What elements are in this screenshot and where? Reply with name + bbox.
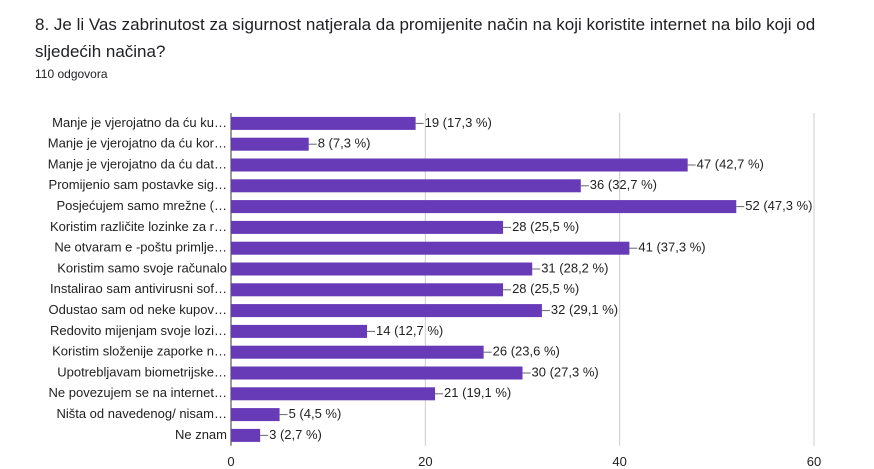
bar — [231, 158, 688, 172]
value-label: 5 (4,5 %) — [289, 406, 342, 421]
y-tick-label: Instalirao sam antivirusni sof… — [50, 281, 227, 296]
y-tick-label: Koristim samo svoje računalo — [57, 260, 227, 275]
y-tick-label: Koristim različite lozinke za r… — [50, 219, 227, 234]
y-tick-label: Manje je vjerojatno da ću dat… — [48, 156, 227, 171]
bar — [231, 179, 581, 193]
y-tick-label: Redovito mijenjam svoje lozi… — [50, 323, 227, 338]
bar — [231, 324, 368, 338]
bar — [231, 241, 630, 255]
value-label: 31 (28,2 %) — [541, 260, 608, 275]
bar — [231, 366, 523, 380]
bar — [231, 387, 436, 401]
x-tick-label: 60 — [807, 454, 821, 469]
y-tick-label: Manje je vjerojatno da ću kor… — [48, 136, 227, 151]
value-label: 19 (17,3 %) — [425, 115, 492, 130]
y-tick-label: Ništa od navedenog/ nisam… — [56, 406, 227, 421]
y-tick-label: Ne otvaram e -poštu primlje… — [54, 240, 227, 255]
y-tick-label: Ne povezujem se na internet… — [49, 385, 227, 400]
value-label: 30 (27,3 %) — [532, 364, 599, 379]
y-tick-label: Posjećujem samo mrežne (… — [57, 198, 228, 213]
value-label: 28 (25,5 %) — [512, 281, 579, 296]
bar — [231, 262, 533, 276]
x-tick-label: 0 — [227, 454, 234, 469]
y-tick-label: Ne znam — [175, 427, 227, 442]
value-label: 14 (12,7 %) — [376, 323, 443, 338]
bar — [231, 200, 737, 214]
value-label: 41 (37,3 %) — [638, 240, 705, 255]
value-label: 21 (19,1 %) — [444, 385, 511, 400]
y-tick-label: Koristim složenije zaporke n… — [52, 344, 227, 359]
x-tick-label: 20 — [418, 454, 432, 469]
value-label: 36 (32,7 %) — [590, 177, 657, 192]
bar — [231, 304, 542, 318]
bar — [231, 428, 261, 442]
y-tick-label: Upotrebljavam biometrijske… — [57, 364, 227, 379]
bar — [231, 345, 484, 359]
y-tick-label: Manje je vjerojatno da ću ku… — [52, 115, 227, 130]
chart-title: 8. Je li Vas zabrinutost za sigurnost na… — [35, 15, 816, 61]
bar — [231, 283, 504, 297]
bar — [231, 116, 416, 130]
x-tick-label: 40 — [612, 454, 626, 469]
value-label: 52 (47,3 %) — [745, 198, 812, 213]
value-label: 47 (42,7 %) — [697, 156, 764, 171]
value-label: 32 (29,1 %) — [551, 302, 618, 317]
bar — [231, 220, 504, 234]
bar — [231, 408, 280, 422]
y-tick-label: Promijenio sam postavke sig… — [49, 177, 227, 192]
y-tick-label: Odustao sam od neke kupov… — [49, 302, 228, 317]
value-label: 3 (2,7 %) — [269, 427, 322, 442]
value-label: 26 (23,6 %) — [493, 344, 560, 359]
value-label: 8 (7,3 %) — [318, 136, 371, 151]
chart-subtitle: 110 odgovora — [35, 67, 108, 81]
value-label: 28 (25,5 %) — [512, 219, 579, 234]
bar — [231, 137, 309, 151]
